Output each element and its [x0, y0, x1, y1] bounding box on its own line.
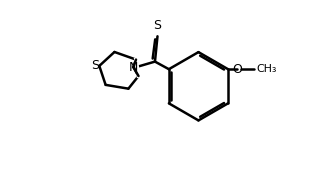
Text: S: S — [153, 19, 161, 32]
Text: S: S — [91, 59, 99, 72]
Text: CH₃: CH₃ — [256, 64, 277, 74]
Text: N: N — [129, 61, 138, 74]
Text: O: O — [233, 63, 243, 76]
